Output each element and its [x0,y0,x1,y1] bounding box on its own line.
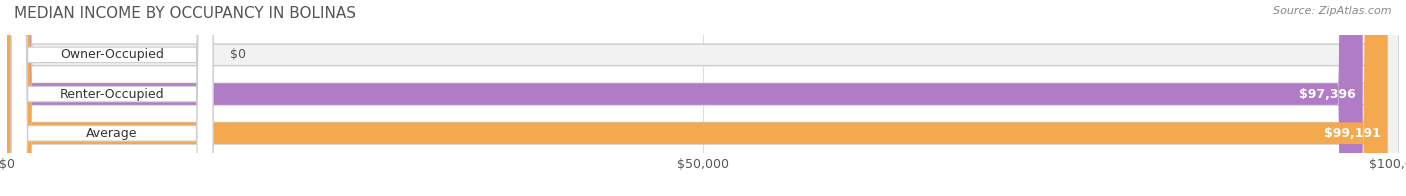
FancyBboxPatch shape [7,0,1399,196]
FancyBboxPatch shape [11,0,214,196]
FancyBboxPatch shape [7,0,1362,196]
Text: Source: ZipAtlas.com: Source: ZipAtlas.com [1274,6,1392,16]
Text: Average: Average [86,127,138,140]
FancyBboxPatch shape [7,0,1399,196]
Text: MEDIAN INCOME BY OCCUPANCY IN BOLINAS: MEDIAN INCOME BY OCCUPANCY IN BOLINAS [14,6,356,21]
FancyBboxPatch shape [7,0,1388,196]
Text: $0: $0 [229,48,246,61]
FancyBboxPatch shape [11,0,214,196]
FancyBboxPatch shape [11,0,214,196]
Text: $97,396: $97,396 [1299,88,1355,101]
FancyBboxPatch shape [7,0,1399,196]
Text: Owner-Occupied: Owner-Occupied [60,48,165,61]
Text: Renter-Occupied: Renter-Occupied [60,88,165,101]
Text: $99,191: $99,191 [1324,127,1381,140]
